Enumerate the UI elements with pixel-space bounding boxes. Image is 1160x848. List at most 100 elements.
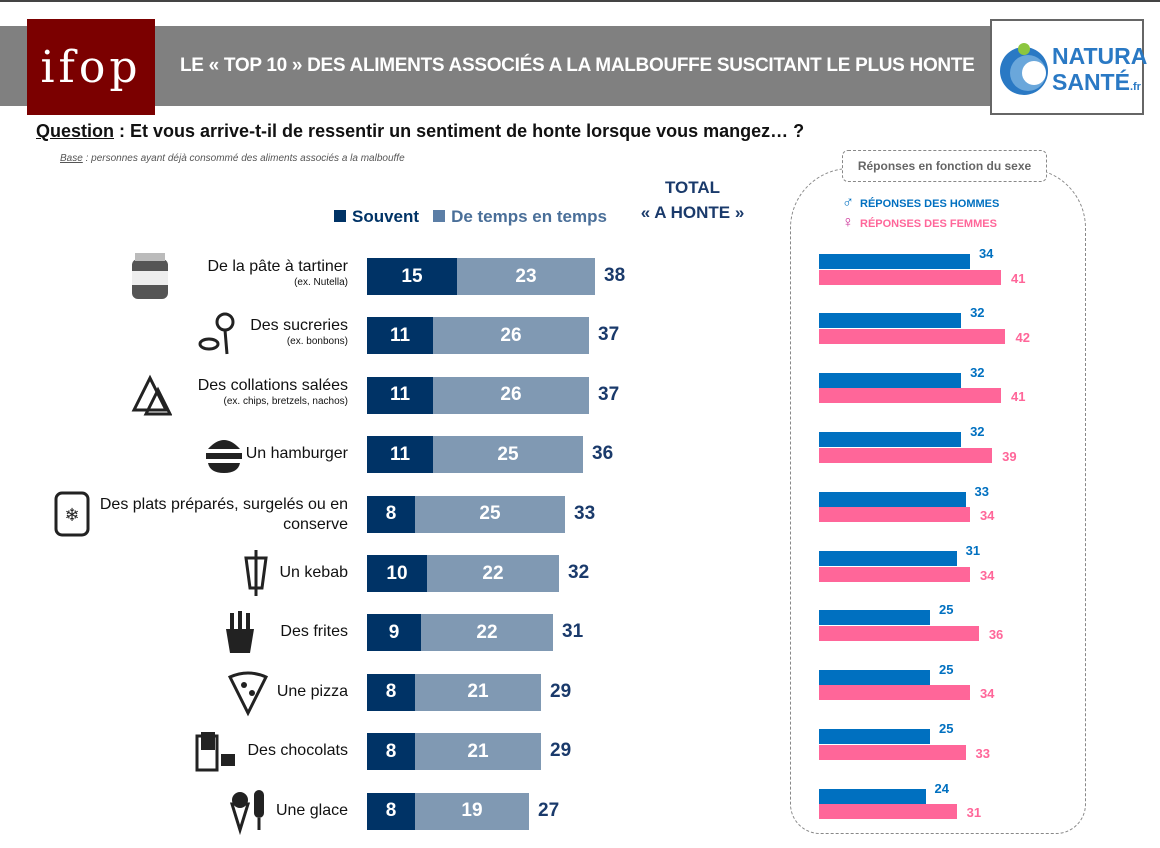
- bar-souvent: 8: [367, 495, 415, 533]
- bar-souvent: 10: [367, 555, 427, 592]
- total-value: 37: [598, 383, 620, 405]
- question: Question : Et vous arrive-t-il de ressen…: [36, 121, 804, 142]
- value-femmes: 34: [979, 686, 995, 702]
- bar-hommes: [819, 610, 930, 626]
- base-note: Base : personnes ayant déjà consommé des…: [60, 153, 405, 164]
- bar-femmes: [819, 388, 1002, 404]
- category-label: Des frites: [280, 622, 348, 642]
- legend-label: Souvent: [352, 207, 420, 226]
- bar-femmes: [819, 269, 1002, 285]
- bar-femmes: [819, 566, 970, 582]
- bar-femmes: [819, 685, 970, 701]
- question-label: Question: [36, 121, 115, 141]
- total-value: 32: [568, 562, 590, 583]
- value-hommes: 24: [934, 780, 950, 796]
- category-name: De la pâte à tartiner: [207, 258, 348, 275]
- value-femmes: 34: [979, 567, 995, 583]
- bar-femmes: [819, 507, 970, 523]
- legend-swatch: [433, 210, 446, 222]
- jar-icon: [131, 253, 168, 299]
- value-femmes: 39: [1002, 448, 1017, 464]
- bar-de-temps-en-temps: 26: [433, 376, 589, 414]
- natura-logo-icon: [1000, 43, 1048, 95]
- category-label: De la pâte à tartiner (ex. Nutella): [207, 257, 348, 289]
- value-femmes: 42: [1015, 329, 1030, 345]
- total-value: 36: [592, 443, 614, 465]
- male-icon: ♂: [842, 194, 854, 211]
- logo-line2: SANTÉ: [1052, 69, 1130, 95]
- ifop-logo: ifop: [27, 19, 155, 115]
- value-hommes: 32: [970, 424, 985, 440]
- total-line2: « A HONTE »: [640, 203, 745, 222]
- bar-souvent: 8: [367, 673, 415, 711]
- value-hommes: 25: [939, 602, 954, 618]
- total-value: 33: [574, 502, 596, 524]
- kebab-icon: [244, 550, 269, 596]
- bar-hommes: [819, 372, 962, 388]
- value-hommes: 25: [939, 661, 954, 677]
- header-band: [0, 26, 1140, 106]
- category-sub: (ex. chips, bretzels, nachos): [223, 395, 349, 407]
- candy-icon: [198, 312, 235, 355]
- legend-souvent: Souvent: [334, 207, 419, 227]
- value-femmes: 36: [988, 626, 1004, 642]
- total-value: 31: [562, 621, 584, 643]
- bar-de-temps-en-temps: 23: [457, 258, 595, 295]
- legend-hommes: ♂ RÉPONSES DES HOMMES: [842, 194, 1000, 212]
- category-label: Une glace: [276, 801, 348, 821]
- category-label: Un hamburger: [246, 444, 348, 464]
- total-value: 38: [604, 265, 626, 286]
- category-label: Un kebab: [280, 563, 349, 583]
- bar-souvent: 9: [367, 614, 421, 652]
- value-femmes: 41: [1011, 389, 1026, 405]
- top-border: [0, 0, 1160, 2]
- total-value: 37: [598, 324, 620, 346]
- bar-hommes: [819, 788, 926, 804]
- logo-suffix: .fr: [1129, 81, 1141, 93]
- question-text: : Et vous arrive-t-il de ressentir un se…: [114, 121, 805, 141]
- base-text: : personnes ayant déjà consommé des alim…: [82, 153, 405, 164]
- female-icon: ♀: [842, 214, 854, 231]
- category-name: Des plats préparés, surgelés ou en conse…: [99, 495, 348, 533]
- value-hommes: 25: [939, 721, 954, 737]
- bar-hommes: [819, 729, 930, 745]
- category-name: Un kebab: [279, 564, 349, 581]
- category-name: Des frites: [280, 623, 348, 641]
- category-name: Des sucreries: [250, 317, 348, 335]
- category-name: Une glace: [275, 801, 348, 819]
- category-label: Une pizza: [277, 682, 348, 702]
- category-label: Des collations salées (ex. chips, bretzel…: [198, 376, 348, 408]
- legend-label: RÉPONSES DES HOMMES: [860, 198, 1000, 210]
- gender-panel-title: Réponses en fonction du sexe: [842, 150, 1047, 182]
- bar-hommes: [819, 432, 962, 448]
- bar-de-temps-en-temps: 22: [427, 555, 559, 592]
- legend-label: RÉPONSES DES FEMMES: [860, 218, 997, 230]
- value-hommes: 31: [965, 543, 981, 558]
- bar-femmes: [819, 744, 966, 760]
- value-femmes: 31: [966, 805, 982, 821]
- bar-souvent: 11: [367, 436, 433, 474]
- svg-text:❄: ❄: [64, 505, 79, 525]
- total-value: 27: [538, 799, 560, 821]
- hamburger-icon: [205, 440, 242, 474]
- value-femmes: 34: [979, 508, 995, 524]
- value-hommes: 32: [970, 305, 985, 321]
- category-name: Un hamburger: [245, 445, 348, 463]
- logo-line1: NATURA: [1052, 43, 1148, 69]
- bar-femmes: [819, 804, 957, 820]
- fries-icon: [226, 611, 254, 654]
- legend-femmes: ♀ RÉPONSES DES FEMMES: [842, 214, 997, 232]
- bar-de-temps-en-temps: 19: [415, 792, 529, 830]
- bar-de-temps-en-temps: 21: [415, 673, 541, 711]
- frozen-food-icon: ❄: [54, 491, 90, 537]
- bar-hommes: [819, 551, 957, 566]
- bar-souvent: 8: [367, 792, 415, 830]
- category-name: Une pizza: [276, 682, 348, 700]
- bar-souvent: 11: [367, 376, 433, 414]
- bar-de-temps-en-temps: 22: [421, 614, 553, 652]
- bar-hommes: [819, 313, 962, 329]
- category-sub: (ex. bonbons): [286, 336, 348, 348]
- value-femmes: 33: [975, 745, 990, 761]
- bar-hommes: [819, 669, 930, 685]
- bar-de-temps-en-temps: 21: [415, 733, 541, 771]
